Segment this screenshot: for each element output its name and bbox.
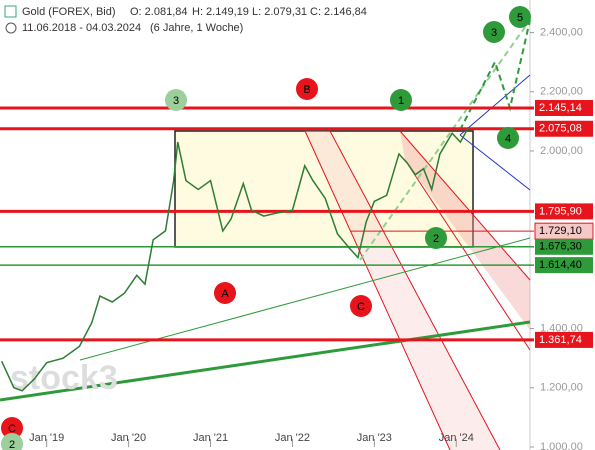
icon <box>4 5 17 18</box>
marker-label: B <box>303 84 310 96</box>
marker <box>425 227 447 249</box>
marker-label: 3 <box>491 27 497 39</box>
x-tick-label: Jan '21 <box>193 432 228 444</box>
y-tick-label: 2.000,00 <box>540 145 583 157</box>
level-label: 2.145,14 <box>539 102 582 114</box>
open: O: 2.081,84 <box>130 6 188 18</box>
level-box <box>535 120 593 137</box>
marker-label: 4 <box>505 133 511 145</box>
watermark: stock3 <box>10 359 118 397</box>
marker-label: C <box>8 423 16 435</box>
y-tick-label: 1.200,00 <box>540 382 583 394</box>
marker <box>214 282 236 304</box>
plot: 1.000,00 1.200,00 1.400,00 2.000,00 2.200,00… <box>0 6 594 450</box>
x-tick-label: Jan '22 <box>275 432 310 444</box>
marker <box>497 127 519 149</box>
date-range: 11.06.2018 - 04.03.2024 <box>22 22 141 34</box>
x-tick-label: Jan '19 <box>29 432 64 444</box>
clock-icon <box>5 22 17 34</box>
span: (6 Jahre, 1 Woche) <box>150 22 243 34</box>
trend-line <box>459 134 531 191</box>
low: L: 2.079,31 <box>252 6 307 18</box>
level-box <box>535 257 593 274</box>
x-tick-label: Jan '20 <box>111 432 146 444</box>
marker-label: 1 <box>398 95 404 107</box>
level-label: 2.075,08 <box>539 123 582 135</box>
y-tick-label: 1.000,00 <box>540 441 583 450</box>
level-label: 1.729,10 <box>539 225 582 237</box>
marker-label: A <box>221 288 229 300</box>
level-box <box>535 203 593 220</box>
level-label: 1.676,30 <box>539 241 582 253</box>
x-tick-label: Jan '23 <box>357 432 392 444</box>
marker <box>483 21 505 43</box>
price-line <box>0 126 470 392</box>
y-tick-label: 2.200,00 <box>540 86 583 98</box>
marker <box>350 295 372 317</box>
high: H: 2.149,19 <box>192 6 249 18</box>
marker <box>1 433 23 450</box>
level-box <box>535 331 593 348</box>
level-label: 1.614,40 <box>539 259 582 271</box>
marker-label: C <box>357 301 365 313</box>
trend-line <box>399 130 531 281</box>
marker <box>296 78 318 100</box>
level-box <box>535 100 593 117</box>
x-tick-label: Jan '24 <box>439 432 474 444</box>
y-tick-label: 1.400,00 <box>540 322 583 334</box>
marker <box>509 6 531 28</box>
marker-label: 2 <box>433 233 439 245</box>
trend-line <box>359 19 531 261</box>
marker-label: 3 <box>173 95 179 107</box>
level-label: 1.795,90 <box>539 205 582 217</box>
level-label: 1.361,74 <box>539 334 582 346</box>
trend-line <box>304 130 451 450</box>
marker-label: 2 <box>9 439 15 450</box>
marker <box>165 89 187 111</box>
y-tick-label: 2.400,00 <box>540 26 583 38</box>
channel <box>400 131 530 330</box>
instrument: Gold (FOREX, Bid) <box>22 6 116 18</box>
trend-line <box>0 320 531 402</box>
trend-line <box>329 130 501 450</box>
level-box <box>535 238 593 255</box>
projection <box>459 19 531 131</box>
marker <box>1 417 23 439</box>
marker-label: 5 <box>517 12 523 24</box>
trend-line <box>459 74 531 136</box>
close: C: 2.146,84 <box>310 6 367 18</box>
marker <box>390 89 412 111</box>
